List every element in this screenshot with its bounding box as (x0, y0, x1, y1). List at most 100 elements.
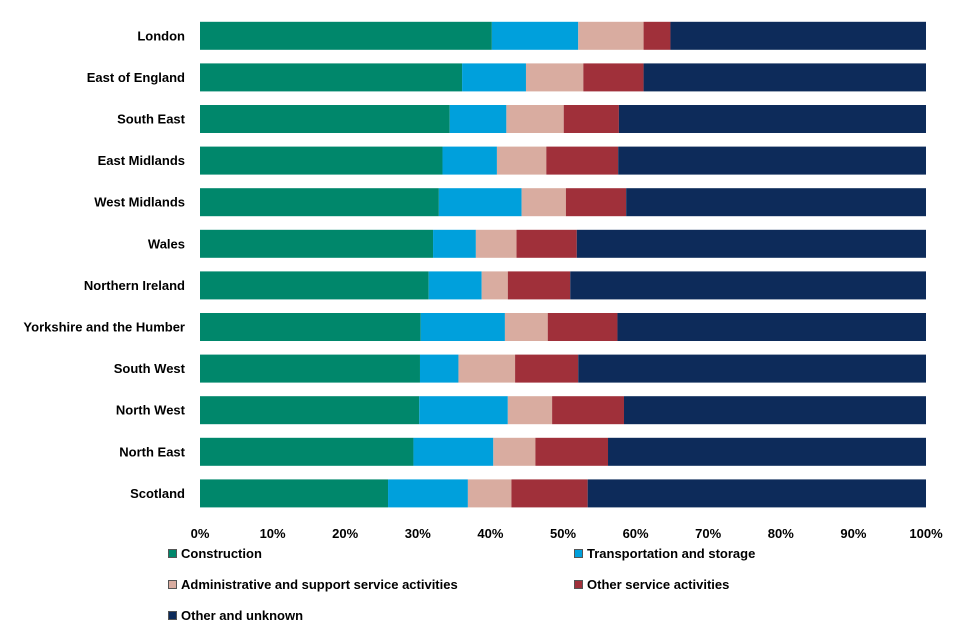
bar-segment (608, 437, 926, 466)
bar-segment (506, 105, 564, 133)
bar-segment (578, 354, 926, 383)
bar-segment (552, 396, 624, 425)
legend-label: Other service activities (587, 577, 730, 592)
bar-segment (200, 188, 439, 217)
bar-segment (623, 396, 926, 425)
legend: Construction Transportation and storage … (0, 540, 960, 640)
x-tick-label: 100% (909, 526, 943, 540)
legend-label: Transportation and storage (587, 546, 756, 561)
bar-segment (200, 437, 414, 466)
x-tick-label: 80% (768, 526, 794, 540)
bar-segment (388, 479, 468, 508)
x-tick-label: 0% (191, 526, 210, 540)
category-label: West Midlands (94, 195, 185, 210)
bar-segment (467, 479, 512, 508)
bar-segment (200, 105, 450, 133)
category-label: Scotland (130, 486, 185, 501)
bar-segment (618, 105, 926, 133)
bar-segment (200, 313, 421, 341)
bar-segment (491, 21, 579, 50)
bar-segment (200, 396, 420, 425)
bar-segment (462, 63, 526, 92)
legend-label: Construction (181, 546, 262, 561)
bar-segment (493, 437, 536, 466)
bar-segment (617, 313, 926, 341)
bar-segment (442, 146, 497, 175)
category-label: North West (116, 403, 186, 418)
bar-segment (670, 21, 926, 50)
bar-segment (438, 188, 522, 217)
legend-swatch (168, 549, 177, 558)
bar-segment (428, 271, 482, 300)
bar-segment (419, 396, 508, 425)
legend-item-transportation: Transportation and storage (574, 546, 755, 561)
category-label: Wales (148, 236, 185, 251)
x-tick-label: 20% (332, 526, 358, 540)
bar-segment (587, 479, 926, 508)
bar-segment (475, 229, 517, 258)
category-label: London (137, 28, 185, 43)
stacked-bar-chart: London East of England South East East Midl… (23, 21, 943, 540)
legend-swatch (574, 549, 583, 558)
bar-segment (496, 146, 547, 175)
bar-segment (200, 63, 463, 92)
bar-segment (578, 21, 644, 50)
bar-segment (507, 396, 553, 425)
bar-segment (547, 313, 618, 341)
bar-segment (521, 188, 566, 217)
bar-segment (449, 105, 507, 133)
bar-segment (200, 229, 434, 258)
bar-segment (643, 63, 926, 92)
bar-segment (525, 63, 584, 92)
category-label: South West (114, 361, 186, 376)
bar-segment (535, 437, 609, 466)
category-label: East of England (87, 70, 185, 85)
category-label: Northern Ireland (84, 278, 185, 293)
legend-label: Administrative and support service activ… (181, 577, 458, 592)
bar-segment (516, 229, 577, 258)
legend-swatch (168, 611, 177, 620)
x-tick-label: 70% (695, 526, 721, 540)
x-tick-label: 90% (840, 526, 866, 540)
bar-segment (563, 105, 619, 133)
legend-swatch (168, 580, 177, 589)
bar-segment (200, 354, 420, 383)
bar-segment (200, 146, 443, 175)
bar-segment (511, 479, 588, 508)
x-tick-label: 60% (623, 526, 649, 540)
legend-item-other-unknown: Other and unknown (168, 608, 303, 623)
bar-segment (200, 21, 492, 50)
bar-segment (420, 313, 505, 341)
legend-swatch (574, 580, 583, 589)
legend-item-other-service: Other service activities (574, 577, 729, 592)
bar-segment (481, 271, 508, 300)
category-label: East Midlands (98, 153, 185, 168)
bar-segment (576, 229, 926, 258)
category-label: North East (119, 444, 185, 459)
bar-segment (618, 146, 926, 175)
x-tick-label: 50% (550, 526, 576, 540)
bar-segment (643, 21, 671, 50)
bar-segment (507, 271, 571, 300)
bar-segment (433, 229, 476, 258)
x-tick-label: 30% (405, 526, 431, 540)
bar-segment (419, 354, 459, 383)
legend-label: Other and unknown (181, 608, 304, 623)
legend-item-administrative: Administrative and support service activ… (168, 577, 458, 592)
x-tick-label: 10% (260, 526, 286, 540)
bar-segment (583, 63, 644, 92)
bar-segment (515, 354, 579, 383)
bar-segment (565, 188, 627, 217)
bar-segment (504, 313, 548, 341)
bar-segment (458, 354, 516, 383)
bar-segment (200, 271, 429, 300)
bar-segment (546, 146, 619, 175)
x-tick-label: 40% (477, 526, 503, 540)
category-label: Yorkshire and the Humber (23, 320, 185, 335)
category-label: South East (117, 112, 186, 127)
bar-segment (626, 188, 926, 217)
bar-segment (413, 437, 494, 466)
legend-item-construction: Construction (168, 546, 262, 561)
bar-segment (200, 479, 389, 508)
bar-segment (570, 271, 926, 300)
